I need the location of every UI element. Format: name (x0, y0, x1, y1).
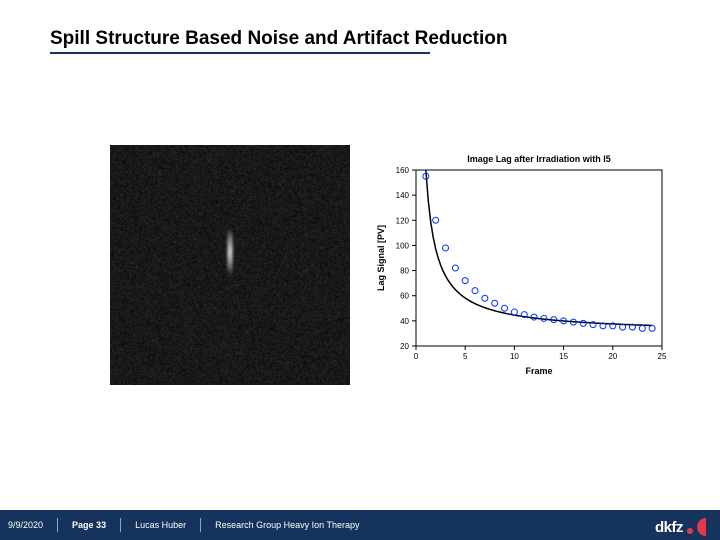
footer-separator (200, 518, 201, 532)
footer-separator (57, 518, 58, 532)
svg-text:15: 15 (559, 352, 568, 361)
svg-text:Image Lag after Irradiation wi: Image Lag after Irradiation with I5 (467, 154, 611, 164)
slide-title: Spill Structure Based Noise and Artifact… (50, 28, 507, 50)
logo-dot-icon (687, 528, 693, 534)
svg-text:40: 40 (400, 317, 409, 326)
svg-text:0: 0 (414, 352, 419, 361)
footer-page: Page 33 (72, 520, 106, 530)
svg-text:120: 120 (396, 216, 410, 225)
svg-text:140: 140 (396, 191, 410, 200)
footer-group: Research Group Heavy Ion Therapy (215, 520, 359, 530)
dkfz-logo: dkfz (655, 518, 706, 536)
lag-chart: Image Lag after Irradiation with I5 0 5 10 1… (370, 150, 670, 380)
footer-author: Lucas Huber (135, 520, 186, 530)
logo-half-icon (697, 518, 706, 536)
footer-date: 9/9/2020 (8, 520, 43, 530)
svg-text:80: 80 (400, 267, 409, 276)
slide: Spill Structure Based Noise and Artifact… (0, 0, 720, 540)
svg-text:20: 20 (608, 352, 617, 361)
svg-text:20: 20 (400, 342, 409, 351)
svg-text:160: 160 (396, 166, 410, 175)
svg-text:5: 5 (463, 352, 468, 361)
svg-text:Frame: Frame (525, 366, 552, 376)
content-area: Image Lag after Irradiation with I5 0 5 10 1… (110, 140, 670, 390)
title-underline (50, 52, 430, 54)
svg-text:60: 60 (400, 292, 409, 301)
svg-text:25: 25 (658, 352, 667, 361)
lag-chart-svg: Image Lag after Irradiation with I5 0 5 10 1… (370, 150, 670, 380)
noise-image-panel (110, 145, 350, 385)
logo-text: dkfz (655, 519, 683, 536)
svg-text:Lag Signal [PV]: Lag Signal [PV] (376, 225, 386, 291)
noise-artifact-streak (227, 227, 233, 277)
footer-separator (120, 518, 121, 532)
svg-text:10: 10 (510, 352, 519, 361)
svg-text:100: 100 (396, 241, 410, 250)
footer-bar: 9/9/2020 Page 33 Lucas Huber Research Gr… (0, 510, 720, 540)
